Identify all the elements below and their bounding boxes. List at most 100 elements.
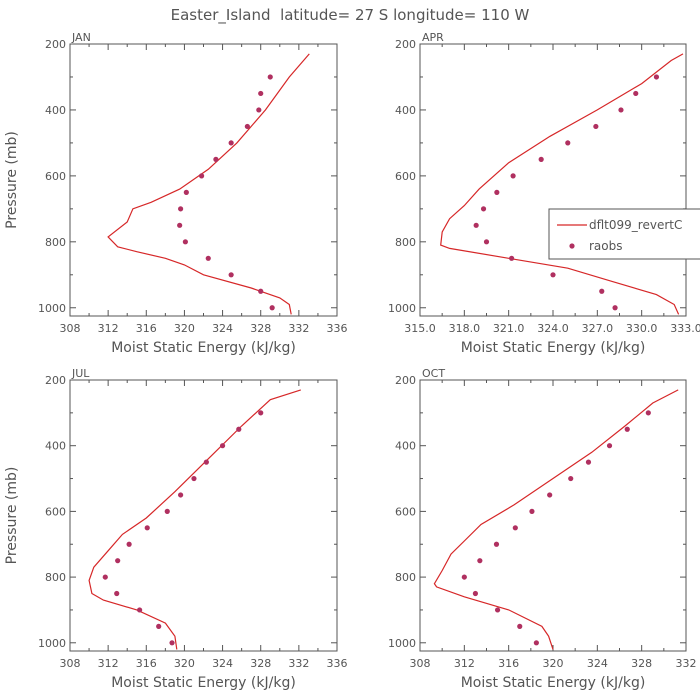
x-tick-label: 320: [543, 657, 564, 670]
x-tick-label: 324.0: [537, 322, 569, 335]
data-point-raobs: [593, 123, 599, 130]
y-tick-label: 800: [45, 236, 66, 249]
y-tick-label: 400: [395, 104, 416, 117]
data-point-raobs: [258, 90, 264, 97]
x-tick-label: 324: [587, 657, 608, 670]
series-line-model: [107, 53, 310, 315]
y-tick-label: 200: [395, 38, 416, 51]
y-tick-label: 600: [395, 170, 416, 183]
data-point-raobs: [517, 623, 523, 629]
data-point-raobs: [267, 74, 273, 80]
x-tick-label: 315.0: [404, 322, 436, 335]
data-point-raobs: [533, 640, 539, 646]
data-point-raobs: [228, 272, 234, 278]
data-point-raobs: [568, 475, 574, 482]
x-tick-label: 328: [631, 657, 652, 670]
x-tick-label: 330.0: [626, 322, 658, 335]
y-axis-label: Pressure (mb): [4, 467, 20, 565]
data-point-raobs: [144, 525, 150, 531]
data-point-raobs: [137, 607, 143, 613]
x-axis-label: Moist Static Energy (kJ/kg): [111, 675, 296, 691]
panel-title: APR: [422, 31, 444, 44]
x-tick-label: 316: [498, 657, 519, 670]
x-tick-label: 321.0: [493, 322, 525, 335]
x-tick-label: 312: [454, 657, 475, 670]
data-point-raobs: [178, 206, 184, 212]
x-tick-label: 308: [60, 657, 81, 670]
data-point-raobs: [633, 90, 639, 97]
data-point-raobs: [509, 255, 515, 261]
legend-point-swatch: [569, 243, 575, 249]
data-point-raobs: [191, 475, 197, 482]
data-point-raobs: [198, 173, 205, 179]
data-point-raobs: [473, 222, 479, 228]
series-line-model: [88, 389, 301, 650]
data-point-raobs: [493, 541, 500, 547]
x-tick-label: 336: [327, 657, 348, 670]
panel-title: OCT: [422, 367, 445, 380]
x-tick-label: 316: [136, 322, 157, 335]
plot-frame: [419, 379, 687, 652]
y-tick-label: 600: [395, 505, 416, 518]
data-point-raobs: [472, 590, 479, 597]
data-point-raobs: [156, 623, 162, 629]
x-tick-label: 328: [250, 322, 271, 335]
legend-box: [548, 208, 700, 260]
x-tick-label: 318.0: [449, 322, 481, 335]
data-point-raobs: [461, 574, 467, 580]
data-point-raobs: [126, 541, 132, 547]
plot-frame: [69, 379, 338, 652]
y-tick-label: 600: [45, 170, 66, 183]
x-axis-label: Moist Static Energy (kJ/kg): [111, 340, 296, 356]
data-point-raobs: [205, 255, 211, 261]
data-point-raobs: [599, 288, 605, 294]
data-point-raobs: [256, 107, 262, 113]
data-point-raobs: [228, 140, 234, 146]
x-tick-label: 336: [327, 322, 348, 335]
data-point-raobs: [612, 305, 618, 311]
data-point-raobs: [182, 239, 188, 245]
data-point-raobs: [606, 443, 613, 449]
panel-title: JUL: [71, 367, 90, 380]
data-point-raobs: [203, 459, 209, 465]
y-tick-label: 200: [45, 374, 66, 387]
panel-jul: JUL 308 312 316 320 324 328 332 336 200 400 600 800 1…: [4, 367, 348, 691]
data-point-raobs: [624, 426, 630, 432]
figure-title: Easter_Island latitude= 27 S longitude= …: [171, 6, 530, 25]
y-tick-label: 1000: [38, 302, 66, 315]
data-point-raobs: [565, 140, 571, 146]
x-tick-label: 320: [174, 322, 195, 335]
data-point-raobs: [102, 574, 108, 580]
data-point-raobs: [183, 189, 189, 195]
x-tick-label: 333.0: [670, 322, 700, 335]
data-point-raobs: [618, 107, 624, 113]
x-tick-label: 332: [288, 657, 309, 670]
x-tick-label: 332: [288, 322, 309, 335]
x-tick-label: 316: [136, 657, 157, 670]
panel-jan: JAN 308 312 316 320 324 328 332 336 200 400 600 800 1…: [4, 31, 348, 356]
y-tick-label: 400: [45, 440, 66, 453]
data-point-raobs: [177, 222, 183, 228]
series-line-model: [433, 389, 679, 650]
data-point-raobs: [269, 305, 275, 311]
data-point-raobs: [169, 640, 175, 646]
legend-entry-model: dflt099_revertC: [589, 218, 682, 232]
data-point-raobs: [510, 173, 516, 179]
data-point-raobs: [115, 558, 121, 564]
y-tick-label: 400: [395, 440, 416, 453]
data-point-raobs: [164, 508, 170, 514]
data-point-raobs: [258, 288, 264, 294]
x-tick-label: 308: [410, 657, 431, 670]
data-point-raobs: [529, 508, 535, 514]
x-tick-label: 324: [212, 322, 233, 335]
x-tick-label: 312: [98, 657, 119, 670]
data-point-raobs: [547, 492, 553, 498]
x-tick-label: 332: [676, 657, 697, 670]
data-point-raobs: [480, 206, 487, 212]
x-axis-label: Moist Static Energy (kJ/kg): [461, 340, 646, 356]
data-point-raobs: [538, 156, 544, 162]
series-line-model: [440, 53, 684, 315]
data-point-raobs: [219, 443, 226, 449]
y-tick-label: 400: [45, 104, 66, 117]
